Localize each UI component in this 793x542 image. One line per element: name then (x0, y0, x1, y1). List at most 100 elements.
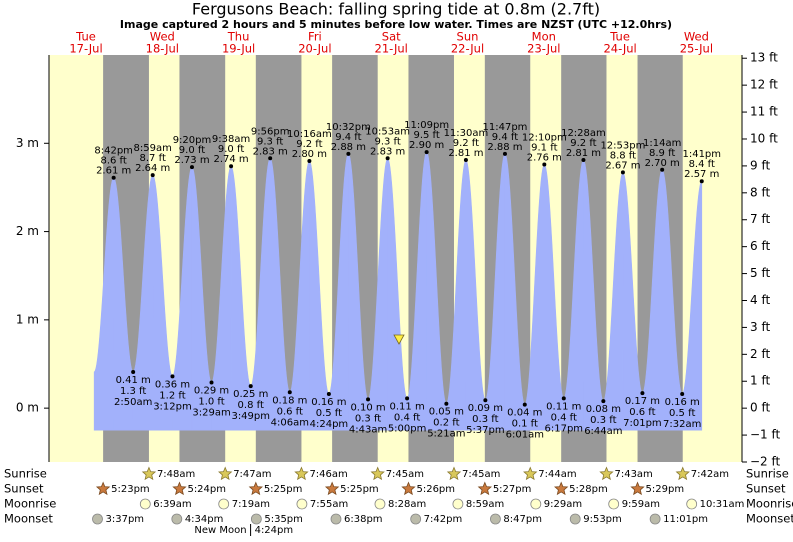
row-label: Moonset (746, 512, 793, 526)
moonset-icon (331, 514, 341, 524)
tide-label: 0.5 ft (669, 408, 695, 419)
moonset-time: 3:37pm (105, 514, 144, 525)
low-tide-point (131, 370, 135, 374)
chart-title: Fergusons Beach: falling spring tide at … (192, 0, 600, 19)
low-tide-point (327, 392, 331, 396)
date-label: 19-Jul (222, 42, 255, 56)
sunset-icon (97, 483, 109, 495)
tide-label: 2.64 m (135, 163, 170, 174)
moonset-time: 11:01pm (663, 514, 708, 525)
tide-label: 4:24pm (310, 419, 349, 430)
moonrise-time: 8:59am (466, 499, 504, 510)
date-label: 17-Jul (69, 42, 102, 56)
y-tick-label: 3 m (16, 136, 39, 150)
tide-label: 6:17pm (545, 423, 584, 434)
date-label: 24-Jul (603, 42, 636, 56)
tide-label: 0.08 m (586, 404, 621, 415)
date-label: 22-Jul (451, 42, 484, 56)
moonrise-icon (687, 499, 697, 509)
y2-tick-label: 12 ft (750, 78, 778, 92)
y2-tick-label: −1 ft (750, 428, 781, 442)
tide-label: 6:01am (506, 430, 544, 441)
moonset-icon (411, 514, 421, 524)
sunset-icon (555, 483, 567, 495)
tide-label: 5:00pm (388, 423, 427, 434)
moonrise-time: 10:31am (700, 499, 745, 510)
tide-label: 2.83 m (253, 146, 288, 157)
y2-tick-label: 6 ft (750, 239, 770, 253)
low-tide-point (170, 374, 174, 378)
moonset-time: 8:47pm (503, 514, 542, 525)
sunset-icon (250, 483, 262, 495)
tide-label: 0.05 m (429, 407, 464, 418)
tide-label: 2:50am (114, 397, 152, 408)
tide-label: 0.4 ft (551, 412, 577, 423)
tide-label: 0.18 m (272, 395, 307, 406)
tide-label: 0.3 ft (472, 414, 498, 425)
y2-tick-label: 13 ft (750, 51, 778, 65)
moonrise-time: 9:59am (622, 499, 660, 510)
sunrise-icon (295, 468, 307, 480)
sunset-icon (479, 483, 491, 495)
tide-label: 2.73 m (174, 155, 209, 166)
tide-label: 4:06am (271, 417, 309, 428)
tide-label: 1.0 ft (198, 397, 224, 408)
low-tide-point (483, 398, 487, 402)
tide-label: 3:49pm (231, 411, 270, 422)
tide-label: 0.1 ft (512, 419, 538, 430)
sunset-time: 5:23pm (111, 484, 150, 495)
low-tide-point (640, 391, 644, 395)
tide-label: 0.41 m (116, 375, 151, 386)
tide-label: 1.3 ft (120, 386, 146, 397)
tide-label: 0.16 m (311, 397, 346, 408)
tide-label: 1.2 ft (159, 390, 185, 401)
new-moon-time: 4:24pm (255, 525, 294, 536)
moonrise-icon (531, 499, 541, 509)
y2-tick-label: 11 ft (750, 105, 778, 119)
moonset-icon (570, 514, 580, 524)
tide-label: 2.57 m (684, 169, 719, 180)
tide-label: 0.10 m (350, 402, 385, 413)
moonrise-time: 6:39am (153, 499, 191, 510)
tide-label: 4:43am (349, 424, 387, 435)
y2-tick-label: 8 ft (750, 185, 770, 199)
new-moon-label: New Moon (194, 525, 246, 536)
date-label: 18-Jul (146, 42, 179, 56)
tide-label: 2.88 m (331, 142, 366, 153)
sunrise-time: 7:43am (614, 469, 652, 480)
low-tide-point (405, 396, 409, 400)
moonrise-time: 7:55am (310, 499, 348, 510)
tide-label: 2.74 m (213, 154, 248, 165)
moonset-time: 7:42pm (424, 514, 463, 525)
sunrise-time: 7:45am (386, 469, 424, 480)
y-tick-label: 2 m (16, 224, 39, 238)
row-label: Sunrise (4, 467, 47, 481)
tide-label: 0.8 ft (238, 400, 264, 411)
moonset-icon (92, 514, 102, 524)
moonrise-icon (219, 499, 229, 509)
tide-label: 0.4 ft (394, 412, 420, 423)
tide-label: 0.17 m (625, 396, 660, 407)
row-label: Sunset (746, 482, 786, 496)
chart-subtitle: Image captured 2 hours and 5 minutes bef… (120, 18, 672, 31)
sunset-time: 5:29pm (646, 484, 685, 495)
tide-label: 0.25 m (233, 389, 268, 400)
row-label: Moonrise (746, 497, 793, 511)
tide-label: 2.81 m (566, 148, 601, 159)
tide-label: 6:44am (584, 426, 622, 437)
moonrise-icon (453, 499, 463, 509)
sunrise-time: 7:47am (233, 469, 271, 480)
date-label: 20-Jul (298, 42, 331, 56)
y2-tick-label: 2 ft (750, 347, 770, 361)
tide-label: 0.5 ft (316, 408, 342, 419)
sunrise-icon (600, 468, 612, 480)
date-label: 21-Jul (375, 42, 408, 56)
tide-label: 0.3 ft (355, 413, 381, 424)
low-tide-point (680, 392, 684, 396)
moonset-icon (490, 514, 500, 524)
moonrise-icon (375, 499, 385, 509)
tide-label: 3:12pm (153, 401, 192, 412)
sunset-time: 5:26pm (416, 484, 455, 495)
row-label: Moonrise (4, 497, 56, 511)
